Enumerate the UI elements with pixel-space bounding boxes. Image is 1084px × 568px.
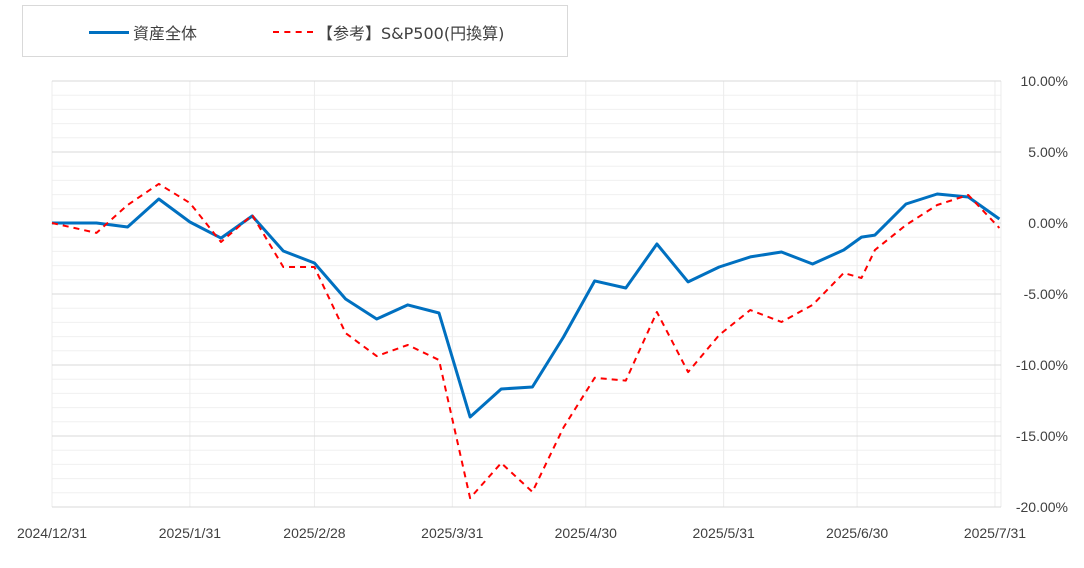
legend-item-sp500: 【参考】S&P500(円換算) bbox=[273, 20, 504, 44]
x-tick-label: 2025/4/30 bbox=[555, 525, 617, 541]
legend-label: 【参考】S&P500(円換算) bbox=[317, 24, 505, 43]
x-tick-label: 2025/6/30 bbox=[826, 525, 888, 541]
y-tick-label: -5.00% bbox=[1024, 286, 1068, 302]
x-tick-label: 2024/12/31 bbox=[17, 525, 87, 541]
x-tick-label: 2025/5/31 bbox=[692, 525, 754, 541]
y-tick-label: 0.00% bbox=[1028, 215, 1068, 231]
x-tick-label: 2025/3/31 bbox=[421, 525, 483, 541]
y-tick-label: -20.00% bbox=[1016, 499, 1068, 515]
legend-label: 資産全体 bbox=[133, 24, 198, 43]
chart-legend: 資産全体 【参考】S&P500(円換算) bbox=[22, 5, 568, 57]
y-tick-label: 10.00% bbox=[1021, 73, 1068, 89]
x-tick-label: 2025/1/31 bbox=[159, 525, 221, 541]
legend-swatch-dashed bbox=[273, 31, 313, 33]
legend-swatch-solid bbox=[89, 30, 129, 34]
series-line-sp500 bbox=[51, 182, 1001, 500]
x-tick-label: 2025/7/31 bbox=[964, 525, 1026, 541]
y-tick-label: -15.00% bbox=[1016, 428, 1068, 444]
y-tick-label: 5.00% bbox=[1028, 144, 1068, 160]
series-line-total-assets bbox=[52, 192, 1001, 419]
y-tick-label: -10.00% bbox=[1016, 357, 1068, 373]
legend-item-total-assets: 資産全体 bbox=[89, 20, 197, 44]
x-tick-label: 2025/2/28 bbox=[283, 525, 345, 541]
